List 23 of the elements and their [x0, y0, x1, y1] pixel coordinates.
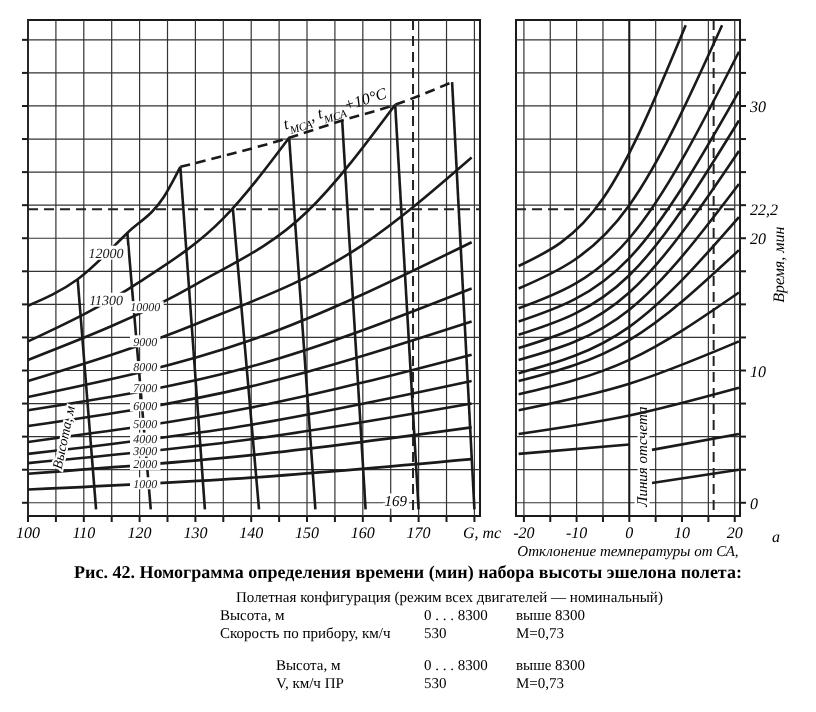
x-tick-label: 140 [239, 524, 264, 542]
x-tick-label: 130 [183, 524, 208, 542]
x-tick-label: 110 [72, 524, 96, 542]
x-tick-label: 10 [674, 524, 691, 542]
x-tick-label: -10 [565, 524, 588, 542]
y-tick-label: 30 [748, 97, 766, 116]
x-tick-label: 120 [127, 524, 152, 542]
x-tick-label: -20 [513, 524, 535, 542]
x-tick-label: 100 [16, 524, 40, 542]
x-tick-label: 160 [350, 524, 375, 542]
x-tick-label: 170 [406, 524, 431, 542]
y-axis-title: Время, мин [770, 226, 788, 303]
y-tick-label: 0 [750, 494, 758, 513]
y-tick-label: 20 [750, 230, 766, 249]
x-axis-title: G, тс [462, 524, 502, 542]
ref-line-label: 22,2 [750, 201, 778, 220]
text: Рис. 42. Номограмма определения времени (мин) набора высоты эшелона полета: [74, 562, 742, 582]
text: а [772, 528, 780, 546]
text: t$_{МСА}$, t$_{МСА}$+10°C [280, 84, 390, 139]
x-tick-label: 0 [625, 524, 634, 542]
y-tick-label: 10 [750, 362, 766, 381]
x-tick-label: 150 [295, 524, 320, 542]
x-tick-label: 20 [726, 524, 743, 542]
